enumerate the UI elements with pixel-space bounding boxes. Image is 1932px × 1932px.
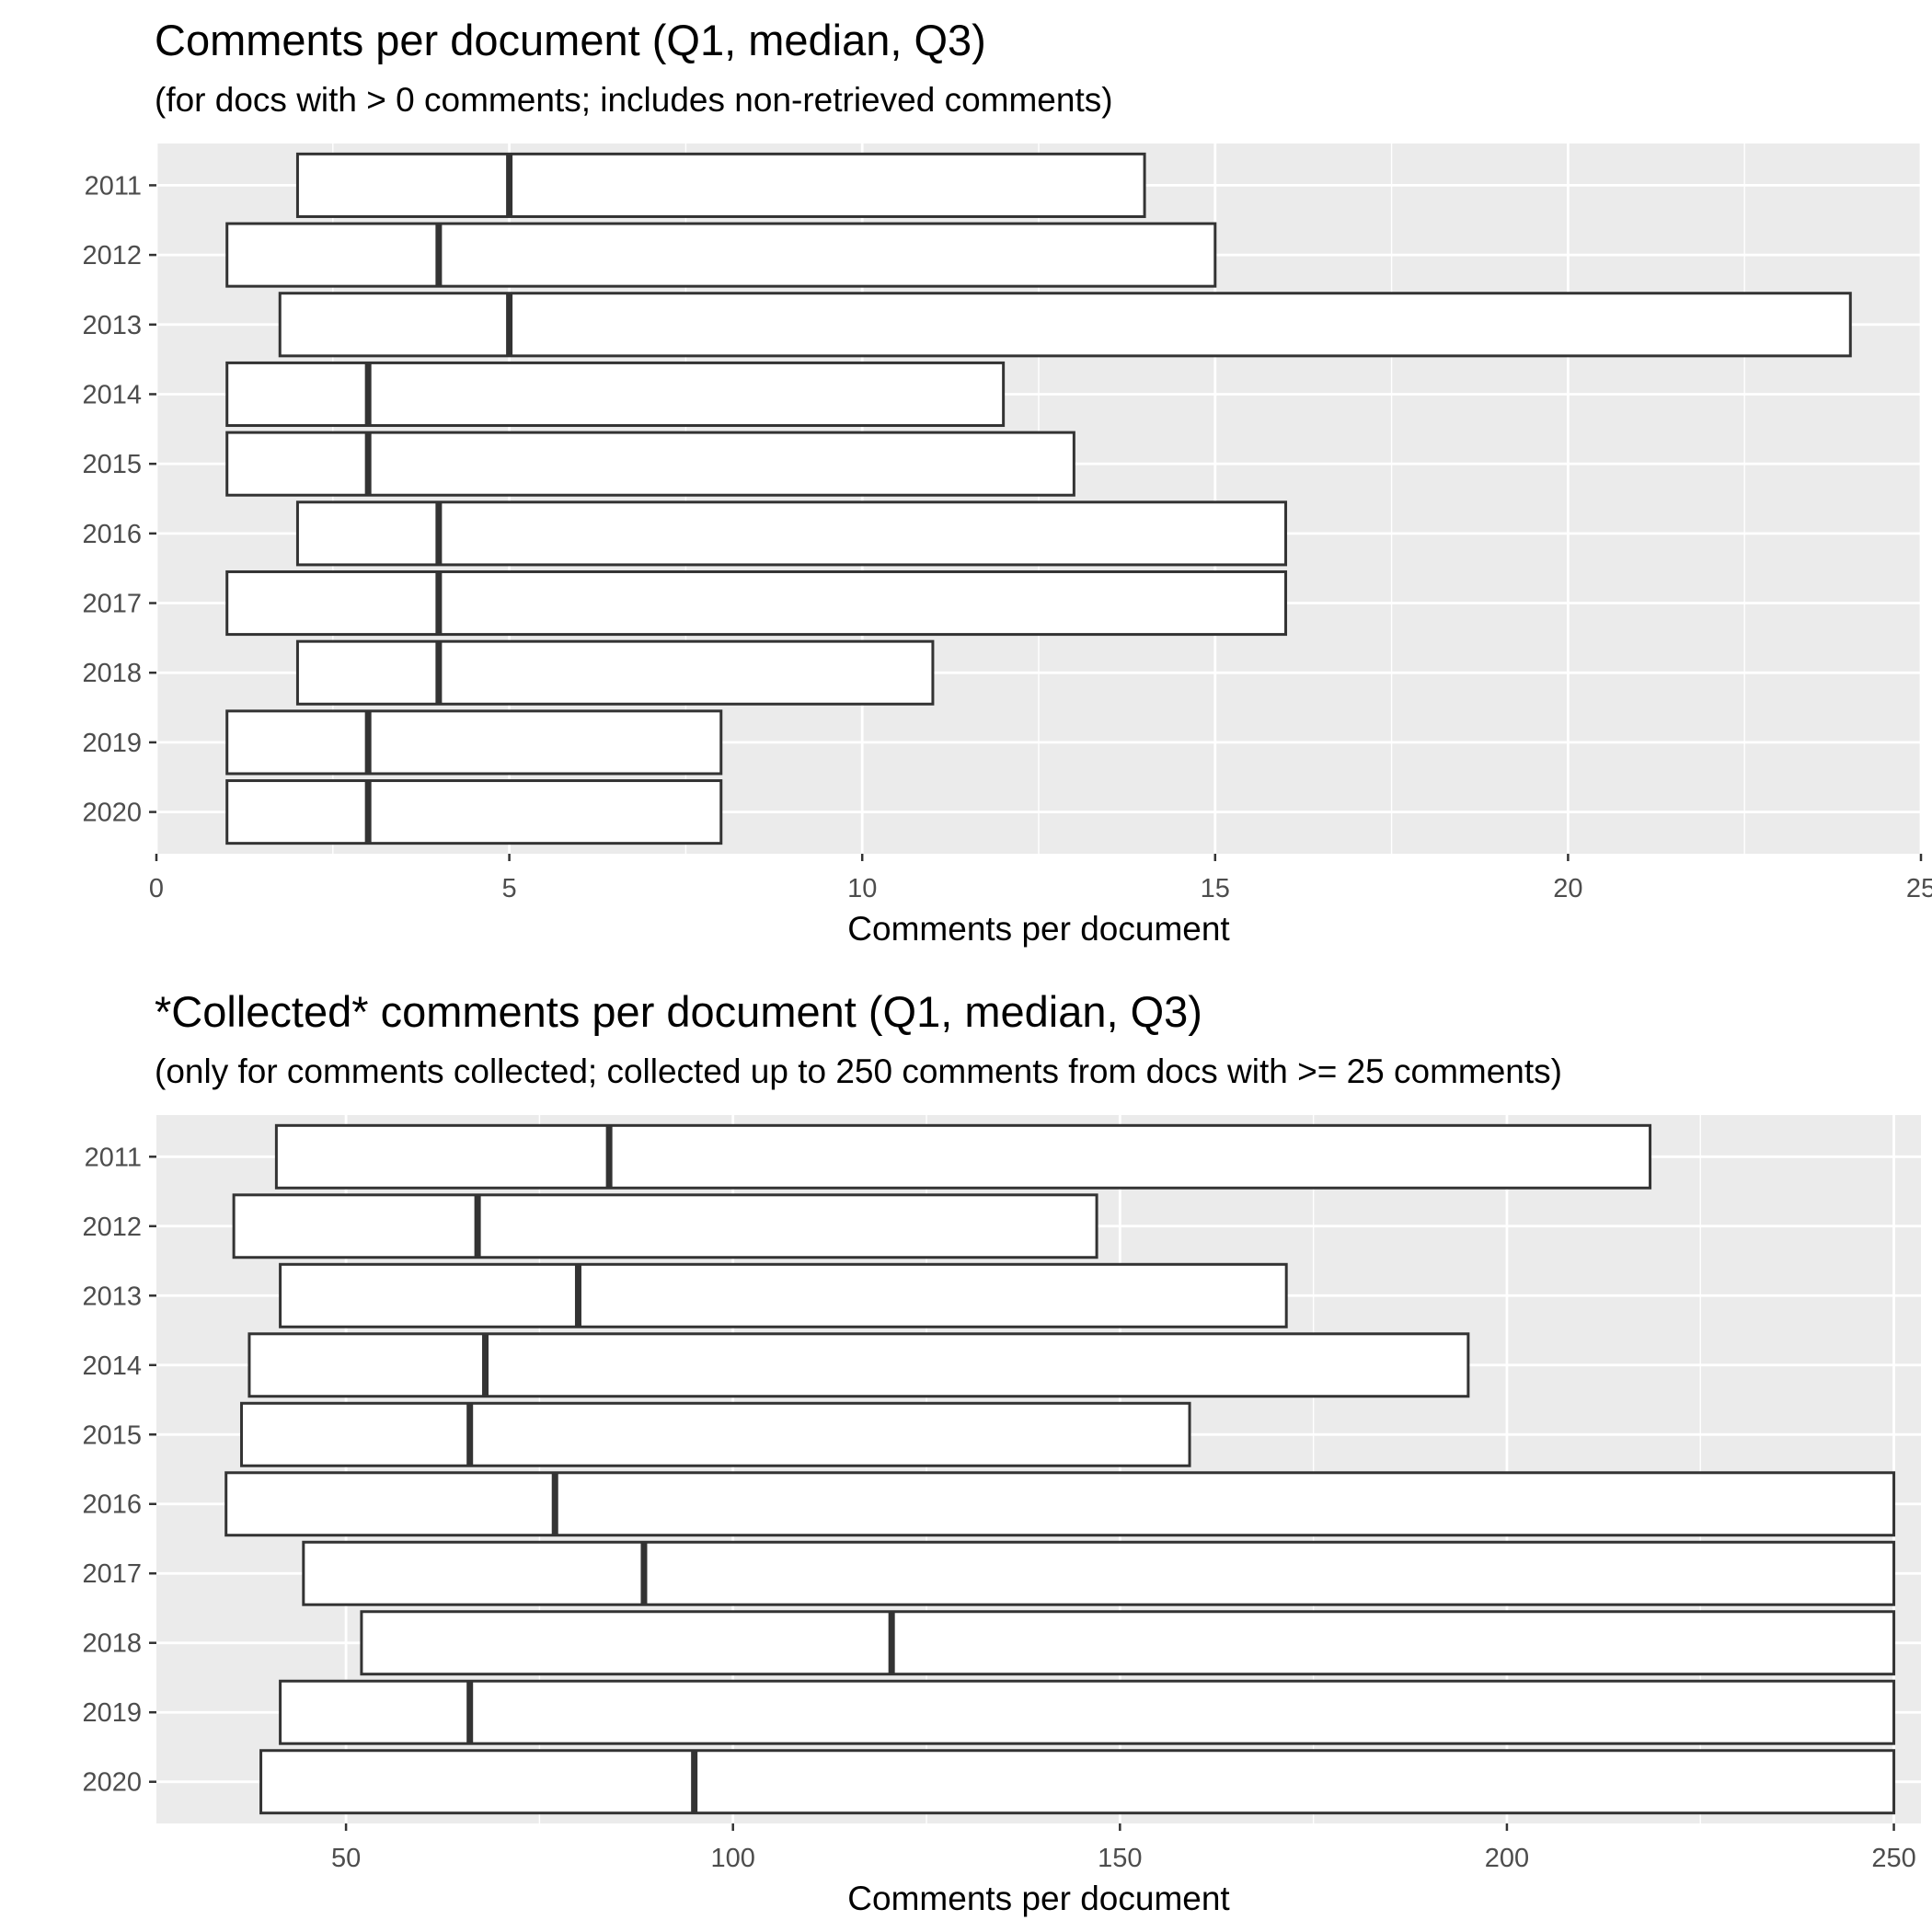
x-tick-label-25: 25 <box>1906 874 1932 903</box>
x-axis-title-2: Comments per document <box>847 1880 1230 1917</box>
chart-1-title: Comments per document (Q1, median, Q3) <box>155 16 986 64</box>
box-q1-q3-2014 <box>247 1332 1470 1398</box>
x-tick-label-150: 150 <box>1098 1844 1142 1873</box>
y-tick-label-2012: 2012 <box>82 1213 142 1242</box>
x-tick-label-10: 10 <box>847 874 877 903</box>
y-tick-label-2014: 2014 <box>82 1351 142 1381</box>
box-q1-q3-2020 <box>225 779 723 845</box>
y-tick-label-2015: 2015 <box>82 1420 142 1450</box>
x-tick-label-250: 250 <box>1871 1844 1915 1873</box>
y-tick-label-2020: 2020 <box>82 799 142 828</box>
y-tick-label-2018: 2018 <box>82 1629 142 1659</box>
chart-2-title: *Collected* comments per document (Q1, m… <box>155 987 1202 1036</box>
box-q1-q3-2013 <box>278 292 1852 358</box>
box-q1-q3-2019 <box>225 709 723 776</box>
box-q1-q3-2016 <box>224 1471 1896 1537</box>
y-tick-label-2020: 2020 <box>82 1768 142 1798</box>
box-q1-q3-2017 <box>225 569 1288 637</box>
box-q1-q3-2017 <box>302 1540 1896 1606</box>
y-tick-label-2013: 2013 <box>82 311 142 340</box>
x-tick-label-20: 20 <box>1553 874 1582 903</box>
x-tick-label-100: 100 <box>711 1844 755 1873</box>
box-q1-q3-2014 <box>225 361 1006 428</box>
box-q1-q3-2015 <box>240 1401 1191 1467</box>
box-q1-q3-2016 <box>295 500 1288 567</box>
y-tick-label-2018: 2018 <box>82 659 142 688</box>
y-tick-label-2013: 2013 <box>82 1282 142 1311</box>
box-q1-q3-2015 <box>225 431 1075 497</box>
y-tick-label-2011: 2011 <box>85 1143 142 1172</box>
y-tick-label-2012: 2012 <box>82 241 142 270</box>
y-tick-label-2014: 2014 <box>82 380 142 409</box>
y-tick-label-2015: 2015 <box>82 450 142 479</box>
y-tick-label-2011: 2011 <box>85 171 142 201</box>
chart-2-subtitle: (only for comments collected; collected … <box>155 1052 1562 1090</box>
box-q1-q3-2011 <box>274 1123 1652 1190</box>
x-tick-label-50: 50 <box>331 1844 361 1873</box>
box-q1-q3-2020 <box>259 1749 1896 1815</box>
box-q1-q3-2019 <box>279 1679 1896 1745</box>
chart-1-subtitle: (for docs with > 0 comments; includes no… <box>155 81 1113 119</box>
box-q1-q3-2018 <box>295 639 935 706</box>
x-tick-label-200: 200 <box>1485 1844 1529 1873</box>
box-q1-q3-2012 <box>225 222 1217 288</box>
y-tick-label-2019: 2019 <box>82 729 142 758</box>
x-tick-label-0: 0 <box>149 874 164 903</box>
x-axis-title-1: Comments per document <box>847 910 1230 948</box>
x-tick-label-5: 5 <box>502 874 517 903</box>
box-q1-q3-2013 <box>279 1262 1288 1328</box>
y-tick-label-2017: 2017 <box>82 590 142 619</box>
y-tick-label-2016: 2016 <box>82 520 142 549</box>
box-q1-q3-2018 <box>360 1610 1896 1676</box>
y-tick-label-2016: 2016 <box>82 1490 142 1520</box>
box-q1-q3-2012 <box>232 1193 1098 1259</box>
y-tick-label-2017: 2017 <box>82 1559 142 1589</box>
x-tick-label-15: 15 <box>1201 874 1230 903</box>
box-q1-q3-2011 <box>295 152 1146 218</box>
y-tick-label-2019: 2019 <box>82 1698 142 1728</box>
